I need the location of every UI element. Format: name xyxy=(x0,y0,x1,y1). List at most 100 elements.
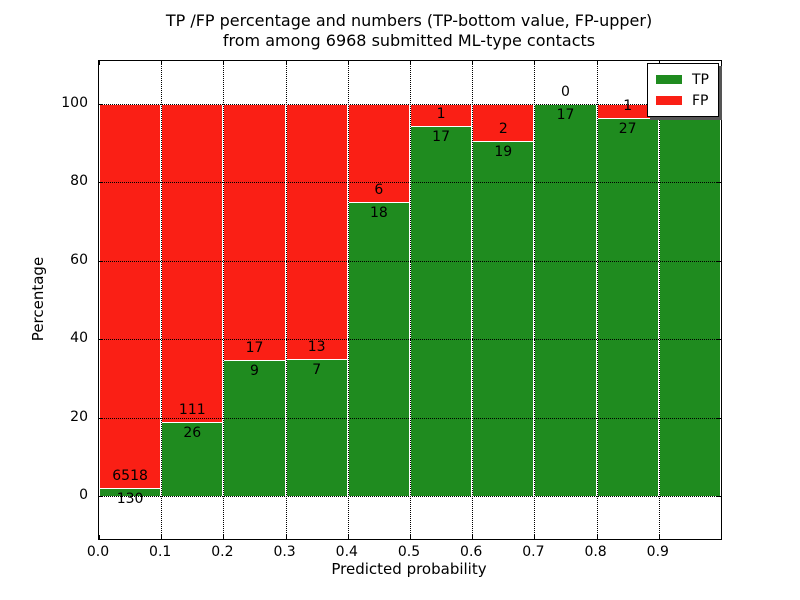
legend-row: TP xyxy=(656,69,709,90)
fp-bar-segment xyxy=(99,104,162,489)
x-tick-mark xyxy=(223,535,225,539)
x-tick-mark xyxy=(534,535,536,539)
x-tick-label: 0.6 xyxy=(460,544,483,560)
y-tick-mark xyxy=(717,104,721,106)
x-tick-mark xyxy=(534,61,536,65)
x-gridline xyxy=(472,61,474,539)
x-tick-mark xyxy=(223,61,225,65)
x-gridline xyxy=(223,61,225,539)
tp-count-label: 7 xyxy=(312,361,322,378)
x-tick-label: 0.2 xyxy=(211,544,234,560)
fp-legend-swatch xyxy=(656,96,682,105)
tp-count-label: 26 xyxy=(183,424,202,441)
tp-count-label: 17 xyxy=(556,107,575,124)
tp-count-label: 9 xyxy=(250,363,259,380)
y-tick-mark xyxy=(99,260,103,262)
tp-bar-segment xyxy=(410,125,473,496)
tp-bar-segment xyxy=(534,104,597,496)
x-gridline xyxy=(161,61,163,539)
tp-bar-segment xyxy=(596,118,659,496)
y-tick-mark xyxy=(717,495,721,497)
tp-bar-segment xyxy=(658,104,721,496)
tp-count-label: 18 xyxy=(369,205,388,222)
x-tick-mark xyxy=(658,535,660,539)
y-tick-mark xyxy=(717,417,721,419)
y-tick-label: 0 xyxy=(79,486,88,503)
x-tick-label: 0.5 xyxy=(397,544,421,560)
x-tick-mark xyxy=(285,61,287,65)
x-tick-mark xyxy=(347,535,349,539)
x-tick-mark xyxy=(161,535,163,539)
legend: TP FP xyxy=(647,63,719,117)
x-tick-mark xyxy=(410,535,411,539)
y-axis-label: Percentage xyxy=(29,256,47,342)
fp-bar-segment xyxy=(223,104,286,361)
x-tick-mark xyxy=(285,535,287,539)
chart-title-line2: from among 6968 submitted ML-type contac… xyxy=(222,31,596,50)
fp-bar-segment xyxy=(161,104,224,422)
x-tick-mark xyxy=(596,61,598,65)
y-tick-mark xyxy=(99,104,103,106)
y-tick-label: 60 xyxy=(70,251,88,268)
x-tick-mark xyxy=(596,535,598,539)
x-tick-mark xyxy=(472,61,474,65)
fp-count-label: 2 xyxy=(498,121,508,138)
fp-count-label: 17 xyxy=(245,340,264,357)
tp-bar-segment xyxy=(99,488,162,496)
x-gridline xyxy=(534,61,536,539)
y-tick-label: 100 xyxy=(61,95,88,112)
tp-count-label: 27 xyxy=(618,121,637,138)
x-tick-label: 0.8 xyxy=(584,544,607,560)
x-gridline xyxy=(285,61,287,539)
fp-bar-segment xyxy=(285,104,348,359)
tp-bar-segment xyxy=(285,358,348,496)
x-tick-label: 0.7 xyxy=(522,544,545,560)
tp-count-label: 17 xyxy=(432,128,450,145)
fp-count-label: 1 xyxy=(436,105,446,122)
tp-bar-segment xyxy=(223,360,286,496)
x-tick-mark xyxy=(472,535,474,539)
x-tick-mark xyxy=(347,61,349,65)
fp-bar-segment xyxy=(472,104,535,142)
x-tick-mark xyxy=(99,61,100,65)
y-tick-mark xyxy=(99,417,103,419)
y-tick-mark xyxy=(717,260,721,262)
y-tick-mark xyxy=(99,339,103,341)
tp-count-label: 130 xyxy=(116,491,144,508)
legend-label: TP xyxy=(692,71,709,88)
x-gridline xyxy=(596,61,598,539)
fp-count-label: 0 xyxy=(561,84,570,101)
tp-bar-segment xyxy=(161,421,224,496)
x-tick-mark xyxy=(99,535,100,539)
x-axis-label: Predicted probability xyxy=(331,560,487,578)
legend-label: FP xyxy=(692,92,709,109)
x-gridline xyxy=(658,61,660,539)
tp-legend-swatch xyxy=(656,75,682,84)
y-tick-label: 20 xyxy=(70,408,88,425)
x-tick-mark xyxy=(161,61,163,65)
fp-count-label: 111 xyxy=(178,401,206,418)
x-tick-mark xyxy=(410,61,411,65)
y-tick-mark xyxy=(717,339,721,341)
tp-bar-segment xyxy=(347,202,410,496)
y-tick-label: 80 xyxy=(70,173,88,190)
x-tick-label: 0.0 xyxy=(86,544,110,560)
x-gridline xyxy=(347,61,349,539)
y-tick-label: 40 xyxy=(70,330,88,347)
chart-title: TP /FP percentage and numbers (TP-bottom… xyxy=(98,11,720,51)
plot-area: 651813011126179137618117219017127029 TPF… xyxy=(98,60,722,540)
tp-bar-segment xyxy=(472,141,535,496)
x-tick-label: 0.1 xyxy=(149,544,172,560)
tp-count-label: 19 xyxy=(494,144,513,161)
fp-count-label: 13 xyxy=(307,338,326,355)
fp-count-label: 6 xyxy=(374,182,384,199)
legend-row: FP xyxy=(656,90,709,111)
y-tick-mark xyxy=(99,182,103,184)
x-tick-label: 0.9 xyxy=(646,544,669,560)
x-tick-label: 0.3 xyxy=(273,544,296,560)
x-gridline xyxy=(410,61,411,539)
y-tick-mark xyxy=(717,182,721,184)
chart-title-line1: TP /FP percentage and numbers (TP-bottom… xyxy=(165,11,653,30)
fp-count-label: 1 xyxy=(623,98,633,115)
